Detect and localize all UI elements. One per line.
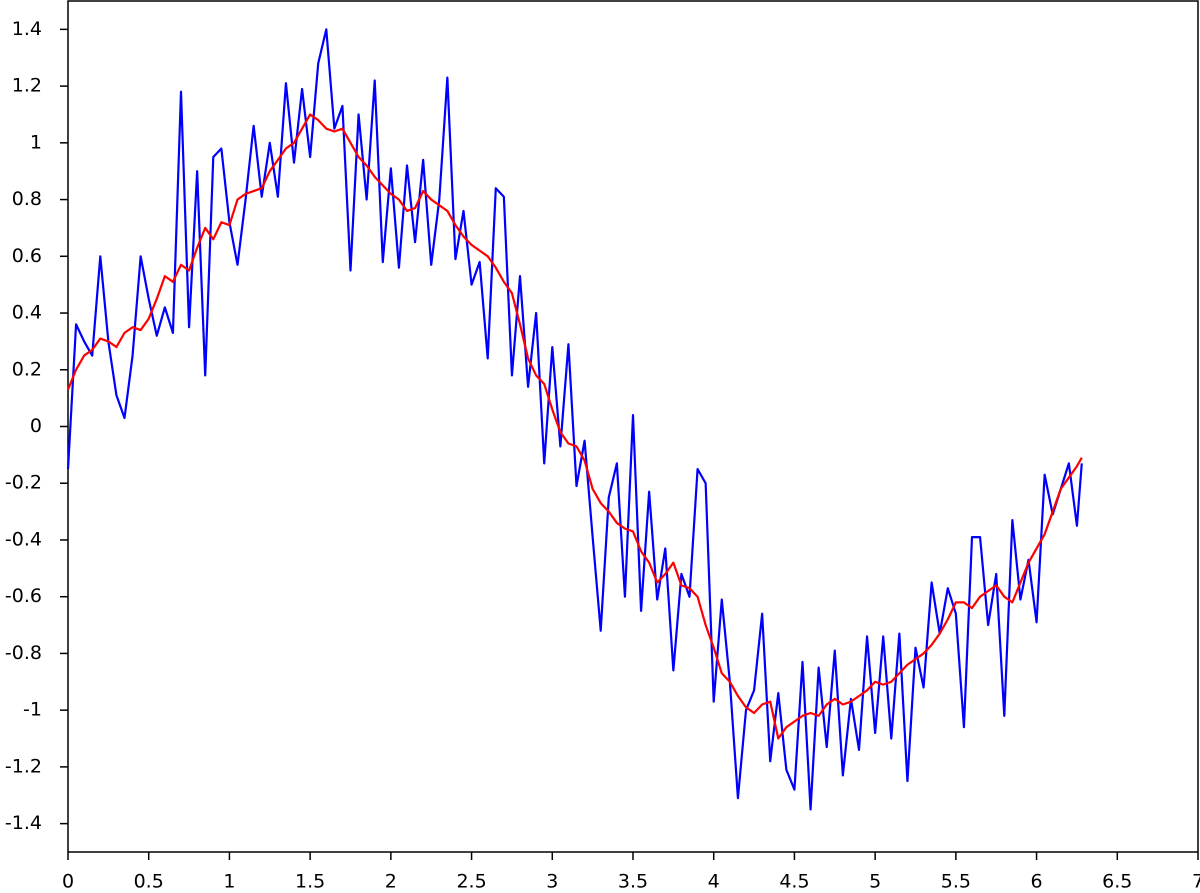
x-tick-label: 4.5	[779, 871, 809, 893]
x-tick-label: 6.5	[1102, 871, 1132, 893]
y-tick-label: -1	[23, 699, 42, 721]
y-tick-label: -0.8	[5, 642, 42, 664]
x-tick-label: 1.5	[295, 871, 325, 893]
y-tick-label: 0.8	[12, 188, 42, 210]
y-tick-label: -0.4	[5, 528, 42, 550]
x-tick-label: 2	[385, 871, 397, 893]
y-tick-label: 0	[30, 415, 42, 437]
x-tick-label: 4	[708, 871, 720, 893]
x-tick-label: 0	[62, 871, 74, 893]
y-tick-label: 1.2	[12, 75, 42, 97]
y-tick-label: 0.6	[12, 245, 42, 267]
y-tick-label: -0.6	[5, 585, 42, 607]
y-tick-label: 0.2	[12, 358, 42, 380]
x-tick-label: 0.5	[134, 871, 164, 893]
data-line	[66, 28, 1083, 811]
y-tick-label: -1.2	[5, 755, 42, 777]
x-tick-label: 3	[546, 871, 558, 893]
y-tick-label: -1.4	[5, 812, 42, 834]
x-tick-label: 3.5	[618, 871, 648, 893]
x-tick-label: 2.5	[456, 871, 486, 893]
x-tick-label: 6	[1031, 871, 1043, 893]
y-tick-label: 1.4	[12, 18, 42, 40]
y-tick-label: 0.4	[12, 302, 42, 324]
x-tick-label: 5	[869, 871, 881, 893]
x-tick-label: 7	[1192, 871, 1200, 893]
y-tick-label: -0.2	[5, 472, 42, 494]
y-tick-label: 1	[30, 131, 42, 153]
x-tick-label: 5.5	[941, 871, 971, 893]
x-tick-label: 1	[223, 871, 235, 893]
data-line	[66, 113, 1083, 740]
